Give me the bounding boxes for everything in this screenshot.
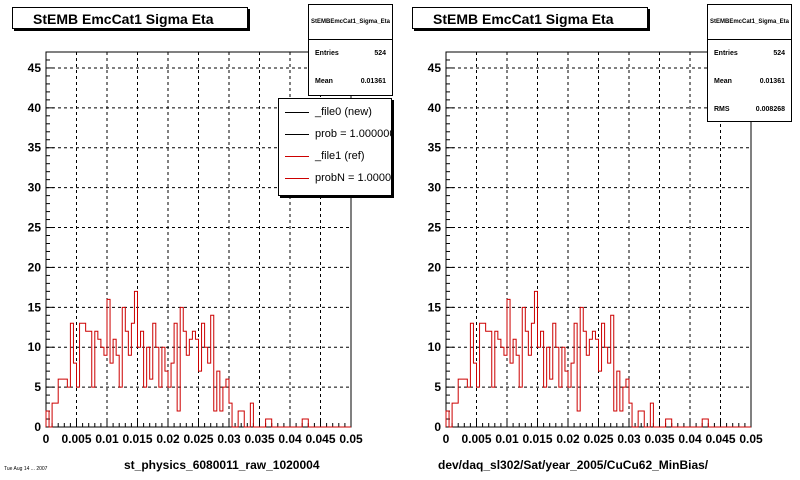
right-x-tick-label: 0.025 (583, 432, 613, 446)
left-plot-frame (45, 51, 352, 428)
right-plot-frame (445, 51, 752, 428)
left-x-tick-label: 0.045 (305, 432, 335, 446)
left-stats-entries-row: Entries 524 (315, 50, 386, 57)
right-y-tick-label: 15 (428, 300, 442, 314)
footer-timestamp: Tue Aug 14 ... 2007 (4, 466, 48, 472)
left-y-tick-label: 15 (28, 300, 42, 314)
left-y-tick-label: 45 (28, 61, 42, 75)
right-stats-entries-row: Entries 524 (714, 50, 785, 57)
left-x-axis-label: st_physics_6080011_raw_1020004 (124, 458, 320, 472)
right-y-tick-label: 0 (434, 420, 441, 434)
right-y-tick-label: 20 (428, 260, 442, 274)
left-x-tick-label: 0.005 (61, 432, 91, 446)
right-stats-box: StEMBEmcCat1_Sigma_Eta Entries 524 Mean 0.… (707, 4, 792, 122)
right-y-tick-label: 40 (428, 101, 442, 115)
right-x-tick-label: 0.005 (461, 432, 491, 446)
left-x-tick-label: 0.02 (156, 432, 180, 446)
left-y-tick-label: 0 (34, 420, 41, 434)
right-x-tick-label: 0.02 (556, 432, 580, 446)
right-y-tick-label: 45 (428, 61, 442, 75)
right-x-tick-label: 0.04 (678, 432, 702, 446)
right-x-tick-label: 0.01 (495, 432, 519, 446)
left-stats-mean-row: Mean 0.01361 (315, 78, 386, 85)
right-x-tick-label: 0.05 (739, 432, 763, 446)
legend-entry-file1: _file1 (ref) (279, 145, 391, 167)
right-y-tick-label: 35 (428, 141, 442, 155)
right-stats-name: StEMBEmcCat1_Sigma_Eta (708, 5, 791, 40)
left-x-tick-label: 0.035 (244, 432, 274, 446)
right-x-tick-label: 0.015 (522, 432, 552, 446)
left-x-tick-label: 0.03 (217, 432, 241, 446)
right-plot-title: StEMB EmcCat1 Sigma Eta (412, 7, 648, 29)
left-plot-title: StEMB EmcCat1 Sigma Eta (12, 7, 248, 29)
left-y-tick-label: 20 (28, 260, 42, 274)
right-x-tick-label: 0.03 (617, 432, 641, 446)
left-y-tick-label: 10 (28, 340, 42, 354)
left-y-tick-label: 30 (28, 181, 42, 195)
right-y-tick-label: 25 (428, 221, 442, 235)
legend-entry-file0: _file0 (new) (279, 101, 391, 123)
left-x-tick-label: 0.01 (95, 432, 119, 446)
left-histogram-series (45, 290, 351, 428)
legend-entry-prob: prob = 1.000000 (279, 123, 391, 145)
left-x-tick-label: 0.05 (339, 432, 363, 446)
left-y-tick-label: 5 (34, 380, 41, 394)
left-stats-box: StEMBEmcCat1_Sigma_Eta Entries 524 Mean 0.… (308, 4, 393, 96)
left-y-tick-label: 40 (28, 101, 42, 115)
right-x-tick-label: 0.035 (644, 432, 674, 446)
right-stats-mean-row: Mean 0.01361 (714, 78, 785, 85)
left-y-tick-label: 35 (28, 141, 42, 155)
left-y-tick-label: 25 (28, 221, 42, 235)
left-x-tick-label: 0.015 (122, 432, 152, 446)
left-stats-name: StEMBEmcCat1_Sigma_Eta (309, 5, 392, 40)
right-y-tick-label: 5 (434, 380, 441, 394)
left-x-tick-label: 0.025 (183, 432, 213, 446)
right-y-tick-label: 10 (428, 340, 442, 354)
left-x-tick-label: 0 (43, 432, 50, 446)
right-histogram-series (445, 290, 751, 428)
left-legend: _file0 (new) prob = 1.000000 _file1 (ref… (278, 98, 392, 196)
legend-entry-probn: probN = 1.000000 (279, 167, 391, 189)
right-stats-rms-row: RMS 0.008268 (714, 106, 785, 113)
right-x-axis-label: dev/daq_sl302/Sat/year_2005/CuCu62_MinBi… (438, 458, 709, 472)
right-x-tick-label: 0 (443, 432, 450, 446)
left-x-tick-label: 0.04 (278, 432, 302, 446)
right-y-tick-label: 30 (428, 181, 442, 195)
right-x-tick-label: 0.045 (705, 432, 735, 446)
